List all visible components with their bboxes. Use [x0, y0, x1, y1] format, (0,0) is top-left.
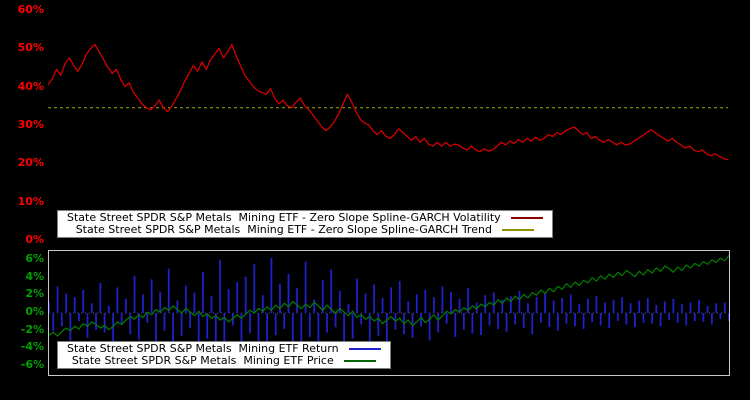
volatility-legend-label: State Street SPDR S&P Metals Mining ETF …	[67, 211, 501, 224]
volatility-line-sample-icon	[510, 217, 543, 219]
return-price-chart	[49, 255, 729, 368]
legend-row-price: State Street SPDR S&P Metals Mining ETF …	[67, 355, 381, 367]
volatility-panel	[48, 10, 728, 240]
legend-row-trend: State Street SPDR S&P Metals Mining ETF …	[67, 224, 543, 236]
volatility-legend: State Street SPDR S&P Metals Mining ETF …	[57, 210, 553, 238]
volatility-chart	[48, 43, 728, 161]
y-tick-label: -6%	[20, 358, 44, 372]
y-tick-label: 2%	[25, 287, 44, 301]
trend-line-sample-icon	[501, 229, 534, 231]
y-tick-label: 10%	[17, 194, 44, 208]
y-tick-label: -2%	[20, 322, 44, 336]
return-line-sample-icon	[348, 348, 381, 350]
return-legend-label: State Street SPDR S&P Metals Mining ETF …	[67, 342, 339, 355]
y-tick-label: 50%	[17, 41, 44, 55]
y-tick-label: 0%	[25, 305, 44, 318]
price-line-sample-icon	[343, 360, 376, 362]
y-tick-label: 6%	[25, 251, 44, 265]
price-legend-label: State Street SPDR S&P Metals Mining ETF …	[71, 354, 334, 367]
y-tick-label: 0%	[25, 233, 44, 246]
legend-row-return: State Street SPDR S&P Metals Mining ETF …	[67, 343, 381, 355]
y-tick-label: -4%	[20, 340, 44, 354]
y-tick-label: 60%	[17, 3, 44, 16]
legend-row-volatility: State Street SPDR S&P Metals Mining ETF …	[67, 212, 543, 224]
y-tick-label: 4%	[25, 269, 44, 283]
trend-legend-label: State Street SPDR S&P Metals Mining ETF …	[75, 223, 492, 236]
y-tick-label: 20%	[17, 156, 44, 170]
y-tick-label: 30%	[17, 118, 44, 131]
return-price-legend: State Street SPDR S&P Metals Mining ETF …	[57, 341, 391, 369]
y-tick-label: 40%	[17, 79, 44, 93]
